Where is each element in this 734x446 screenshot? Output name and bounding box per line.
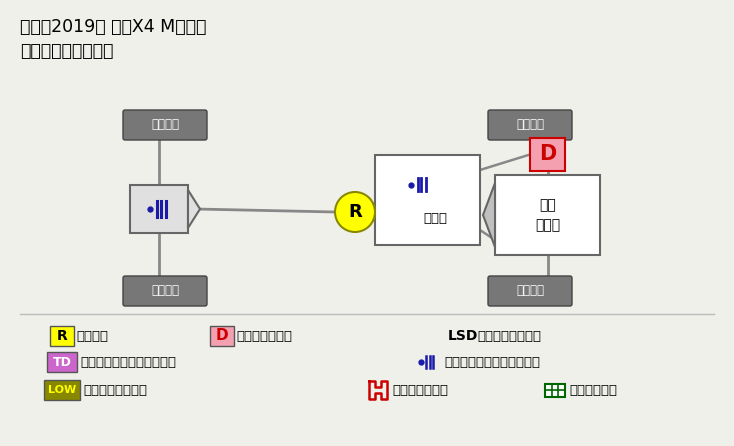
FancyBboxPatch shape xyxy=(495,175,600,255)
Circle shape xyxy=(335,192,375,232)
Text: ：分动箱: ：分动箱 xyxy=(76,330,108,343)
Text: TD: TD xyxy=(53,355,71,368)
FancyBboxPatch shape xyxy=(530,138,565,171)
FancyBboxPatch shape xyxy=(375,155,480,245)
Text: 车型：2019款 宝马X4 M雷霆版: 车型：2019款 宝马X4 M雷霆版 xyxy=(20,18,206,36)
FancyBboxPatch shape xyxy=(210,326,234,346)
Text: LSD: LSD xyxy=(448,329,479,343)
FancyBboxPatch shape xyxy=(50,326,74,346)
Text: ：粘性联轴节: ：粘性联轴节 xyxy=(569,384,617,396)
Text: 四驱形式：适时四驱: 四驱形式：适时四驱 xyxy=(20,42,113,60)
Text: 电子辅助: 电子辅助 xyxy=(516,285,544,297)
Text: ：牙嵌式差速锁: ：牙嵌式差速锁 xyxy=(392,384,448,396)
FancyBboxPatch shape xyxy=(488,276,572,306)
Text: ：多片离合器式限滑差速器: ：多片离合器式限滑差速器 xyxy=(444,355,540,368)
Text: R: R xyxy=(57,329,68,343)
Text: D: D xyxy=(216,329,228,343)
FancyBboxPatch shape xyxy=(44,380,80,400)
Text: ：开放式差速器: ：开放式差速器 xyxy=(236,330,292,343)
FancyBboxPatch shape xyxy=(123,276,207,306)
Text: ：机械限滑差速器: ：机械限滑差速器 xyxy=(477,330,541,343)
Text: ：托森扭力感应自锁差速器: ：托森扭力感应自锁差速器 xyxy=(80,355,176,368)
Text: D: D xyxy=(539,145,556,165)
Text: 发动机: 发动机 xyxy=(535,218,560,232)
Text: 电子辅助: 电子辅助 xyxy=(516,119,544,132)
Text: 变速箱: 变速箱 xyxy=(424,211,448,224)
FancyBboxPatch shape xyxy=(123,110,207,140)
FancyBboxPatch shape xyxy=(47,352,77,372)
Text: R: R xyxy=(348,203,362,221)
Polygon shape xyxy=(188,190,200,228)
FancyBboxPatch shape xyxy=(545,384,565,396)
FancyBboxPatch shape xyxy=(130,185,188,233)
Text: 电子辅助: 电子辅助 xyxy=(151,119,179,132)
Text: 纵置: 纵置 xyxy=(539,198,556,212)
Text: LOW: LOW xyxy=(48,385,76,395)
Polygon shape xyxy=(483,183,495,247)
Text: 电子辅助: 电子辅助 xyxy=(151,285,179,297)
FancyBboxPatch shape xyxy=(488,110,572,140)
Text: ：低速扭矩放大档: ：低速扭矩放大档 xyxy=(83,384,147,396)
